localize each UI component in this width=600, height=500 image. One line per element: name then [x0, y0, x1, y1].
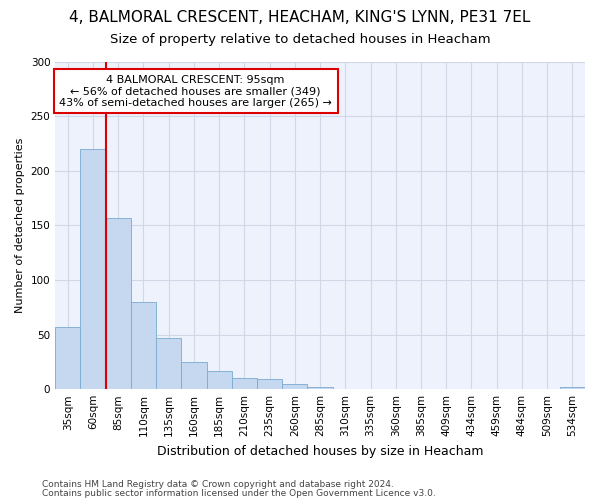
Bar [257, 380, 282, 389]
Text: Contains HM Land Registry data © Crown copyright and database right 2024.: Contains HM Land Registry data © Crown c… [42, 480, 394, 489]
Bar [131, 302, 156, 389]
Text: Size of property relative to detached houses in Heacham: Size of property relative to detached ho… [110, 32, 490, 46]
Text: Contains public sector information licensed under the Open Government Licence v3: Contains public sector information licen… [42, 488, 436, 498]
Y-axis label: Number of detached properties: Number of detached properties [15, 138, 25, 313]
Bar [181, 362, 206, 389]
Bar [282, 384, 307, 389]
Bar [106, 218, 131, 389]
Bar [55, 327, 80, 389]
Bar [156, 338, 181, 389]
X-axis label: Distribution of detached houses by size in Heacham: Distribution of detached houses by size … [157, 444, 484, 458]
Text: 4 BALMORAL CRESCENT: 95sqm
← 56% of detached houses are smaller (349)
43% of sem: 4 BALMORAL CRESCENT: 95sqm ← 56% of deta… [59, 74, 332, 108]
Bar [232, 378, 257, 389]
Bar [80, 149, 106, 389]
Bar [560, 387, 585, 389]
Text: 4, BALMORAL CRESCENT, HEACHAM, KING'S LYNN, PE31 7EL: 4, BALMORAL CRESCENT, HEACHAM, KING'S LY… [70, 10, 530, 25]
Bar [206, 370, 232, 389]
Bar [307, 387, 332, 389]
